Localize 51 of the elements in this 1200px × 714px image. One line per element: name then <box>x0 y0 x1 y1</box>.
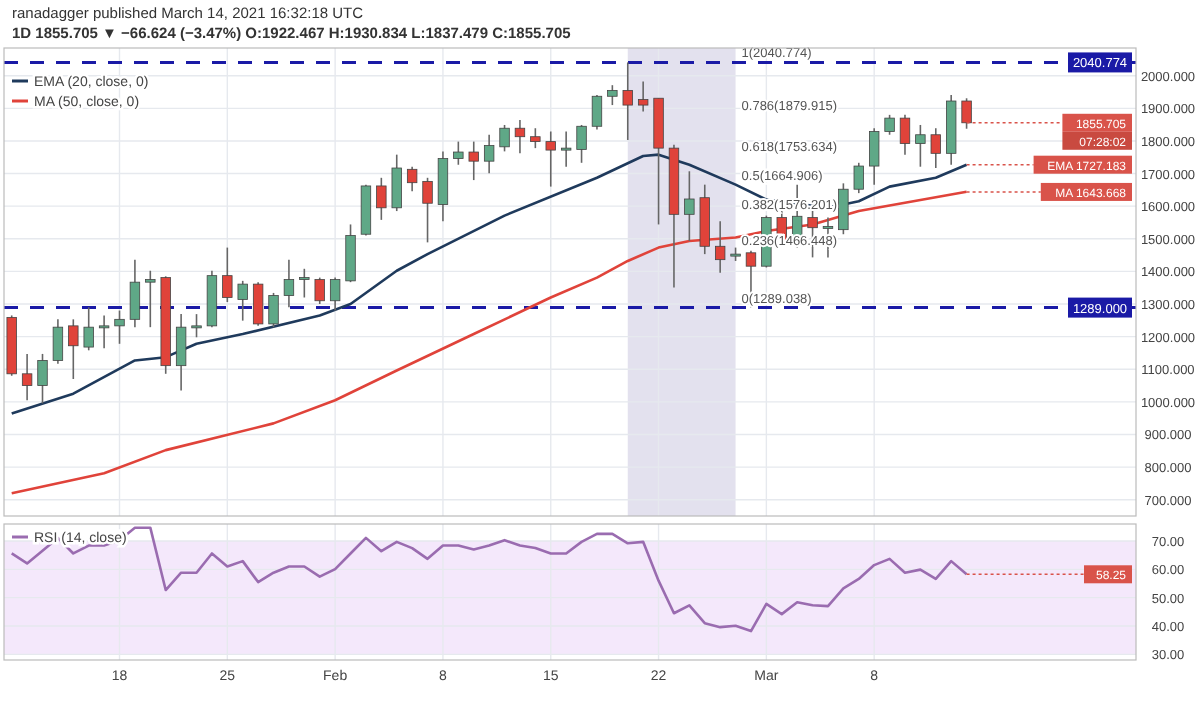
candlestick <box>576 124 587 164</box>
candlestick <box>376 177 387 221</box>
candlestick <box>191 313 202 339</box>
candlestick <box>345 223 356 283</box>
candlestick <box>622 61 633 141</box>
candlestick <box>252 281 264 327</box>
candlestick <box>637 80 649 113</box>
candlestick <box>314 276 325 305</box>
candlestick <box>299 267 310 299</box>
candlestick <box>283 258 295 309</box>
line-series <box>10 153 968 415</box>
candlestick <box>68 318 79 380</box>
candlestick <box>329 276 341 312</box>
candlestick <box>915 124 926 168</box>
candlestick <box>899 114 911 156</box>
candlestick <box>222 246 233 303</box>
candlestick <box>268 292 279 328</box>
candlestick <box>961 97 972 130</box>
candlestick <box>714 220 726 274</box>
candlestick <box>83 306 94 352</box>
candlestick <box>545 130 556 188</box>
candlestick <box>52 318 64 365</box>
candlestick <box>21 353 33 402</box>
candlestick <box>129 258 141 328</box>
candlestick <box>37 353 48 405</box>
candlestick <box>468 140 479 181</box>
candlestick <box>684 170 695 242</box>
candlestick <box>560 130 572 168</box>
candlestick <box>591 94 603 131</box>
candlestick <box>422 177 433 244</box>
candlestick <box>437 150 449 222</box>
candlestick <box>406 165 418 192</box>
candlestick <box>114 309 125 345</box>
candlestick <box>930 127 941 169</box>
candlestick <box>499 124 510 153</box>
candlestick <box>391 153 402 212</box>
candlestick <box>884 114 895 136</box>
candlestick <box>853 162 864 194</box>
line-series <box>10 526 968 633</box>
candlestick <box>237 280 248 322</box>
candlestick <box>869 127 880 186</box>
candlestick <box>175 313 187 392</box>
candlestick <box>838 182 849 236</box>
candlestick <box>98 314 110 350</box>
candlestick <box>514 119 526 155</box>
candlestick <box>453 140 464 166</box>
candlestick <box>145 269 156 328</box>
candlestick <box>530 127 541 149</box>
line-series <box>10 190 968 495</box>
candlestick <box>607 84 618 106</box>
candlestick <box>483 133 495 175</box>
